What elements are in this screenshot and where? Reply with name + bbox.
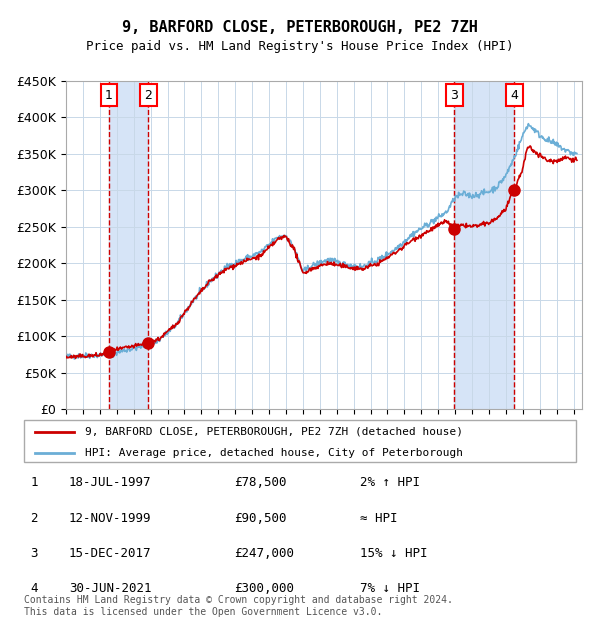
Text: 2: 2 xyxy=(145,89,152,102)
Text: 4: 4 xyxy=(31,583,38,595)
Text: 3: 3 xyxy=(31,547,38,560)
Text: 12-NOV-1999: 12-NOV-1999 xyxy=(69,512,151,525)
Text: 7% ↓ HPI: 7% ↓ HPI xyxy=(360,583,420,595)
Text: £90,500: £90,500 xyxy=(234,512,287,525)
Text: £300,000: £300,000 xyxy=(234,583,294,595)
Text: 9, BARFORD CLOSE, PETERBOROUGH, PE2 7ZH (detached house): 9, BARFORD CLOSE, PETERBOROUGH, PE2 7ZH … xyxy=(85,427,463,436)
Text: 4: 4 xyxy=(511,89,518,102)
Text: 2% ↑ HPI: 2% ↑ HPI xyxy=(360,477,420,489)
Text: 1: 1 xyxy=(105,89,113,102)
Text: 1: 1 xyxy=(31,477,38,489)
Text: Contains HM Land Registry data © Crown copyright and database right 2024.
This d: Contains HM Land Registry data © Crown c… xyxy=(24,595,453,617)
Text: 2: 2 xyxy=(31,512,38,525)
Text: 9, BARFORD CLOSE, PETERBOROUGH, PE2 7ZH: 9, BARFORD CLOSE, PETERBOROUGH, PE2 7ZH xyxy=(122,20,478,35)
Bar xyxy=(454,81,514,409)
Text: 3: 3 xyxy=(451,89,458,102)
Text: 15% ↓ HPI: 15% ↓ HPI xyxy=(360,547,427,560)
Text: £78,500: £78,500 xyxy=(234,477,287,489)
Text: Price paid vs. HM Land Registry's House Price Index (HPI): Price paid vs. HM Land Registry's House … xyxy=(86,40,514,53)
FancyBboxPatch shape xyxy=(24,420,576,462)
Text: ≈ HPI: ≈ HPI xyxy=(360,512,398,525)
Text: HPI: Average price, detached house, City of Peterborough: HPI: Average price, detached house, City… xyxy=(85,448,463,458)
Text: 18-JUL-1997: 18-JUL-1997 xyxy=(69,477,151,489)
Bar xyxy=(109,81,148,409)
Text: 30-JUN-2021: 30-JUN-2021 xyxy=(69,583,151,595)
Text: £247,000: £247,000 xyxy=(234,547,294,560)
Text: 15-DEC-2017: 15-DEC-2017 xyxy=(69,547,151,560)
